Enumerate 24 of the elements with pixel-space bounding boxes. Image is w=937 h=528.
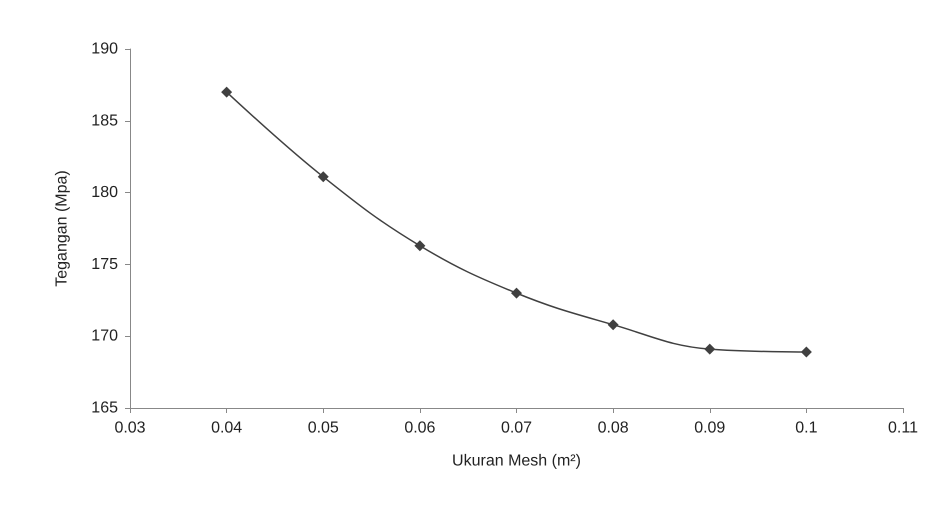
point bbox=[318, 171, 329, 182]
x-axis-title: Ukuran Mesh (m²) bbox=[452, 452, 581, 470]
x-tick-label: 0.09 bbox=[694, 420, 726, 436]
point bbox=[800, 346, 812, 358]
x-tick-label: 0.05 bbox=[308, 420, 339, 436]
point bbox=[608, 319, 619, 330]
point bbox=[511, 288, 522, 299]
x-tick-label: 0.07 bbox=[500, 420, 532, 436]
x-tick-label: 0.04 bbox=[211, 420, 242, 436]
x-tick-label: 0.1 bbox=[795, 420, 818, 436]
y-tick-label: 185 bbox=[91, 112, 118, 130]
y-tick-label: 180 bbox=[91, 184, 118, 202]
y-tick-label: 175 bbox=[91, 256, 118, 273]
point bbox=[414, 240, 426, 252]
x-tick-label: 0.08 bbox=[598, 420, 629, 436]
y-tick-label: 165 bbox=[91, 400, 118, 416]
y-axis-title: Tegangan (Mpa) bbox=[54, 170, 70, 287]
point bbox=[221, 86, 232, 98]
x-tick-label: 0.11 bbox=[888, 420, 918, 436]
x-tick-label: 0.06 bbox=[404, 420, 436, 436]
y-tick-label: 170 bbox=[91, 328, 118, 345]
y-tick-label: 190 bbox=[91, 40, 118, 58]
x-tick-label: 0.03 bbox=[114, 420, 146, 436]
point bbox=[704, 344, 716, 355]
